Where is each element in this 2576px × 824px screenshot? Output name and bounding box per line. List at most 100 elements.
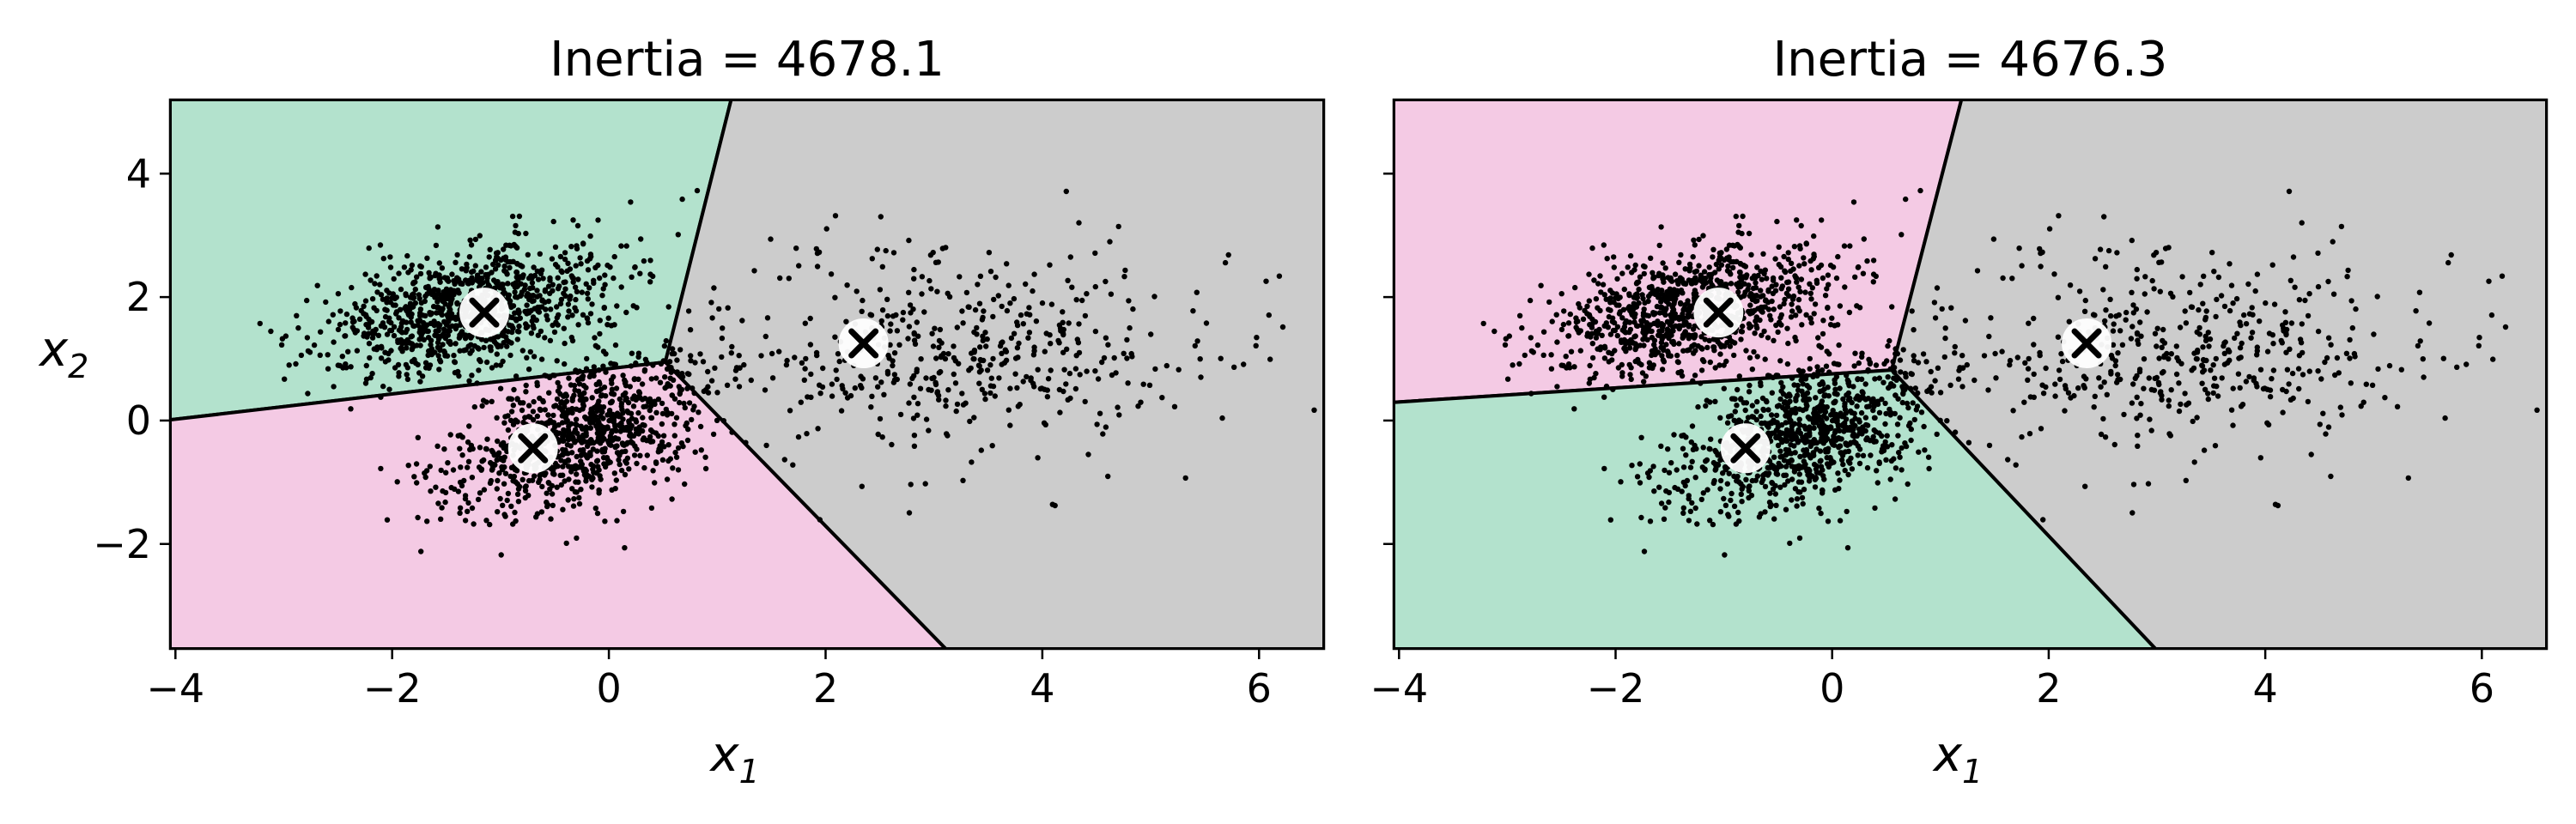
data-point [569,434,576,440]
data-point [1794,279,1800,285]
data-point [1908,371,1914,377]
data-point [1807,281,1813,287]
data-point [1775,329,1781,336]
data-point [2134,373,2140,379]
data-point [1820,467,1826,473]
data-point [339,354,345,360]
data-point [1911,353,1917,359]
data-point [490,461,496,468]
data-point [1661,279,1667,285]
data-point [1611,299,1617,306]
data-point [1698,496,1705,503]
data-point [452,486,458,492]
data-point [1652,291,1658,298]
data-point [940,350,947,357]
data-point [505,490,512,497]
data-point [1004,261,1010,267]
data-point [1698,276,1704,282]
data-point [981,357,987,364]
data-point [562,340,568,347]
data-point [1623,318,1630,324]
data-point [935,259,942,265]
data-point [1811,311,1817,317]
data-point [1858,376,1865,382]
data-point [1698,367,1705,373]
data-point [442,335,448,342]
data-point [648,376,654,382]
data-point [1084,368,1090,374]
data-point [1561,308,1567,314]
data-point [1858,409,1865,416]
data-point [1567,311,1574,318]
data-point [659,421,665,427]
data-point [590,475,596,482]
data-point [366,245,372,251]
data-point [2330,239,2336,245]
data-point [343,365,349,371]
data-point [1687,508,1694,514]
data-point [664,366,671,373]
data-point [1760,304,1766,311]
data-point [936,344,942,350]
data-point [518,281,524,287]
data-point [580,406,586,412]
data-point [2296,297,2303,303]
data-point [1802,391,1808,397]
data-point [574,243,580,249]
data-point [769,375,776,381]
data-point [682,481,688,488]
data-point [500,358,506,365]
data-point [428,337,434,343]
data-point [1864,403,1870,410]
data-point [1586,298,1593,304]
data-point [2348,298,2354,304]
data-point [1884,433,1890,439]
data-point [911,443,918,449]
data-point [1103,335,1109,341]
data-point [2129,324,2136,330]
data-point [1701,358,1707,365]
data-point [1714,461,1720,468]
data-point [2098,431,2105,438]
data-point [349,284,355,291]
data-point [363,313,369,319]
data-point [1626,345,1633,351]
data-point [987,269,994,275]
data-point [554,358,560,364]
data-point [624,439,631,445]
data-point [1643,329,1649,336]
data-point [1014,345,1021,351]
data-point [293,360,299,367]
data-point [1103,424,1109,430]
data-point [442,319,448,325]
data-point [2262,385,2268,391]
data-point [875,431,881,438]
data-point [1571,406,1577,412]
data-point [1163,362,1170,369]
data-point [842,390,848,396]
data-point [2490,356,2496,362]
data-point [1721,385,1728,391]
data-point [600,455,607,461]
data-point [440,342,446,348]
data-point [1918,409,1925,415]
data-point [1651,488,1657,494]
data-point [475,276,482,282]
data-point [1710,246,1716,252]
data-point [732,376,738,382]
data-point [1999,348,2005,354]
data-point [890,250,897,256]
data-point [648,415,655,421]
data-point [669,346,676,352]
data-point [1753,416,1759,423]
data-point [900,309,907,316]
data-point [2111,441,2117,448]
data-point [908,310,914,316]
data-point [442,499,448,506]
data-point [1882,421,1888,427]
data-point [587,311,594,317]
data-point [589,301,595,307]
data-point [1742,264,1749,270]
data-point [1845,397,1852,403]
data-point [1678,323,1684,329]
